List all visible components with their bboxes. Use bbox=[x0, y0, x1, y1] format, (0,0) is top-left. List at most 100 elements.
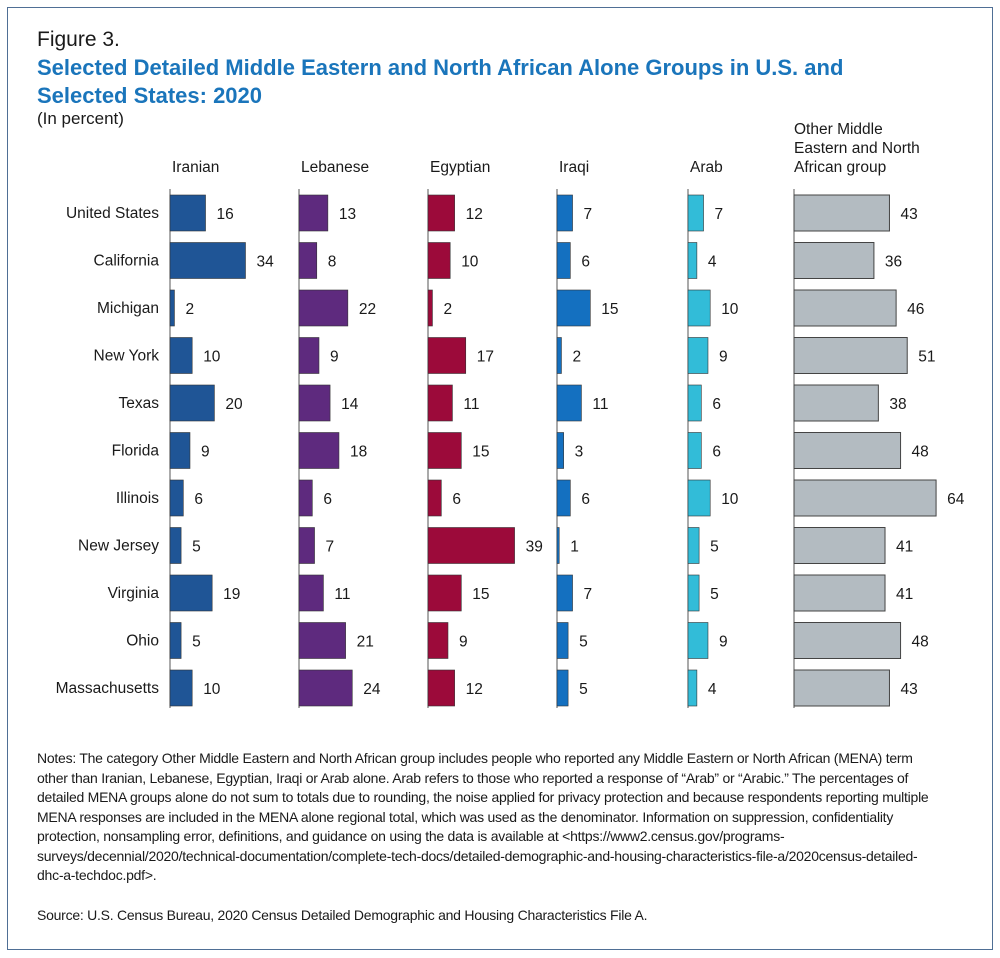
bar bbox=[298, 432, 340, 469]
data-label: 4 bbox=[708, 254, 717, 271]
data-label: 2 bbox=[443, 301, 452, 318]
data-label: 64 bbox=[947, 491, 965, 508]
bar bbox=[793, 242, 875, 279]
bar bbox=[427, 622, 449, 659]
category-label: Massachusetts bbox=[56, 680, 160, 697]
bar bbox=[687, 384, 702, 422]
bar bbox=[427, 527, 515, 564]
bar bbox=[427, 669, 455, 707]
data-label: 9 bbox=[719, 349, 728, 366]
bar bbox=[427, 479, 442, 517]
category-label: United States bbox=[66, 205, 159, 222]
figure-frame bbox=[7, 7, 993, 950]
data-label: 39 bbox=[526, 539, 543, 556]
bar bbox=[687, 527, 700, 564]
bar bbox=[556, 574, 573, 612]
data-label: 2 bbox=[572, 349, 581, 366]
bar bbox=[298, 622, 346, 659]
bar bbox=[427, 574, 462, 612]
data-label: 2 bbox=[185, 301, 194, 318]
data-label: 1 bbox=[570, 539, 579, 556]
bar bbox=[687, 289, 711, 327]
bar bbox=[556, 289, 591, 327]
data-label: 7 bbox=[584, 586, 593, 603]
data-label: 51 bbox=[918, 349, 935, 366]
bar bbox=[556, 337, 562, 374]
series-header: Iraqi bbox=[559, 159, 589, 176]
data-label: 6 bbox=[581, 254, 590, 271]
data-label: 13 bbox=[339, 206, 356, 223]
series-header: Lebanese bbox=[301, 159, 369, 176]
bar bbox=[556, 669, 569, 707]
data-label: 5 bbox=[579, 634, 588, 651]
bar bbox=[793, 669, 890, 707]
data-label: 3 bbox=[575, 444, 584, 461]
bar bbox=[793, 289, 897, 327]
data-label: 15 bbox=[472, 586, 489, 603]
bar bbox=[169, 432, 191, 469]
bar bbox=[169, 622, 182, 659]
data-label: 10 bbox=[461, 254, 479, 271]
bar bbox=[298, 669, 353, 707]
bar bbox=[793, 574, 886, 612]
category-label: New York bbox=[94, 348, 160, 365]
bar bbox=[427, 242, 451, 279]
data-label: 38 bbox=[889, 396, 906, 413]
data-label: 5 bbox=[710, 539, 719, 556]
bar bbox=[169, 242, 246, 279]
bar bbox=[298, 479, 313, 517]
data-label: 36 bbox=[885, 254, 902, 271]
bar bbox=[298, 527, 315, 564]
notes: Notes: The category Other Middle Eastern… bbox=[37, 750, 929, 883]
data-label: 17 bbox=[477, 349, 494, 366]
bar bbox=[169, 337, 193, 374]
chart-title: Selected Detailed Middle Eastern and Nor… bbox=[37, 55, 844, 108]
bar bbox=[793, 622, 902, 659]
data-label: 10 bbox=[721, 491, 739, 508]
data-label: 9 bbox=[459, 634, 468, 651]
category-label: Florida bbox=[112, 443, 160, 460]
series-header: Arab bbox=[690, 159, 723, 176]
data-label: 6 bbox=[194, 491, 203, 508]
bar bbox=[793, 432, 902, 469]
bar bbox=[556, 194, 573, 232]
data-label: 9 bbox=[201, 444, 210, 461]
bar bbox=[793, 384, 879, 422]
bar bbox=[427, 432, 462, 469]
bar bbox=[169, 669, 193, 707]
bar bbox=[687, 479, 711, 517]
data-label: 20 bbox=[225, 396, 243, 413]
data-label: 5 bbox=[192, 634, 201, 651]
data-label: 41 bbox=[896, 586, 913, 603]
data-label: 5 bbox=[579, 681, 588, 698]
data-label: 14 bbox=[341, 396, 359, 413]
bar bbox=[169, 479, 184, 517]
data-label: 43 bbox=[900, 206, 917, 223]
data-label: 8 bbox=[328, 254, 337, 271]
data-label: 48 bbox=[912, 634, 929, 651]
bar bbox=[793, 194, 890, 232]
category-label: Michigan bbox=[97, 300, 159, 317]
data-label: 6 bbox=[323, 491, 332, 508]
data-label: 6 bbox=[581, 491, 590, 508]
data-label: 5 bbox=[710, 586, 719, 603]
data-label: 5 bbox=[192, 539, 201, 556]
bar bbox=[169, 289, 175, 327]
bar bbox=[556, 242, 571, 279]
data-label: 21 bbox=[357, 634, 374, 651]
data-label: 22 bbox=[359, 301, 376, 318]
data-label: 6 bbox=[712, 444, 721, 461]
bar bbox=[556, 479, 571, 517]
bar bbox=[556, 432, 564, 469]
series-header: Other Middle Eastern and North African gro… bbox=[794, 121, 920, 176]
data-label: 9 bbox=[719, 634, 728, 651]
bar bbox=[169, 527, 182, 564]
data-label: 24 bbox=[363, 681, 381, 698]
data-label: 19 bbox=[223, 586, 240, 603]
bar bbox=[427, 384, 453, 422]
data-label: 15 bbox=[601, 301, 618, 318]
bar bbox=[687, 432, 702, 469]
bar bbox=[687, 242, 698, 279]
data-label: 18 bbox=[350, 444, 367, 461]
